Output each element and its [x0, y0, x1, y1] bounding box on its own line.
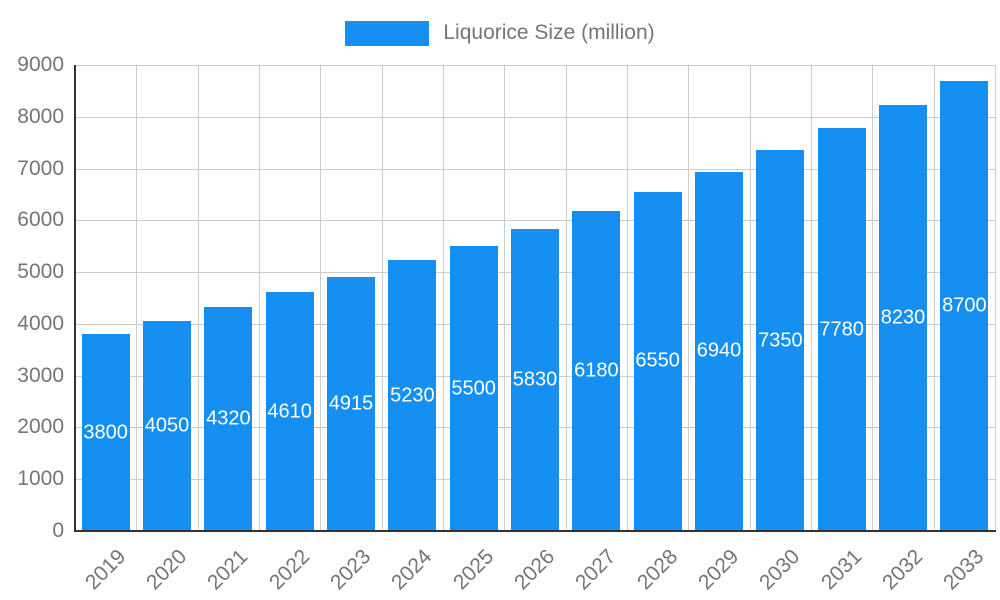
- h-gridline: [75, 168, 995, 170]
- bar-value-label: 4610: [267, 400, 312, 423]
- x-axis-tick-label: 2030: [755, 545, 805, 595]
- bar-2024[interactable]: [388, 260, 437, 531]
- bar-value-label: 4050: [144, 414, 190, 437]
- bar-value-label: 3800: [83, 421, 128, 444]
- bar-value-label: 7780: [819, 318, 864, 341]
- h-gridline: [75, 220, 995, 222]
- y-axis-tick-label: 9000: [17, 53, 64, 76]
- bar-value-label: 5830: [512, 368, 558, 391]
- x-axis-tick-label: 2026: [509, 545, 560, 595]
- bar-2021[interactable]: [204, 307, 253, 531]
- y-axis-tick-label: 2000: [17, 415, 64, 439]
- bar-2032[interactable]: [879, 104, 927, 531]
- bar-2027[interactable]: [572, 211, 621, 531]
- y-axis-tick-label: 4000: [17, 311, 64, 335]
- bar-2025[interactable]: [449, 246, 498, 531]
- x-axis-tick-label: 2023: [325, 545, 376, 595]
- y-axis-tick-label: 5000: [17, 260, 64, 284]
- v-gridline: [504, 65, 506, 531]
- y-axis-tick-label: 1000: [17, 467, 64, 491]
- x-axis-tick-label: 2027: [571, 545, 621, 595]
- v-gridline: [443, 65, 444, 531]
- v-gridline: [320, 65, 322, 531]
- bar-2020[interactable]: [143, 321, 191, 531]
- h-gridline: [75, 65, 995, 66]
- bar-value-label: 6550: [635, 349, 680, 372]
- y-axis-line: [74, 65, 76, 531]
- v-gridline: [259, 65, 260, 531]
- v-gridline: [565, 65, 567, 531]
- bar-value-label: 8700: [942, 294, 987, 317]
- bar-value-label: 7350: [758, 329, 803, 352]
- bar-value-label: 6940: [696, 339, 742, 362]
- bar-value-label: 4915: [328, 392, 374, 415]
- v-gridline: [933, 65, 935, 531]
- x-axis-tick-label: 2028: [632, 545, 682, 595]
- x-axis-tick-label: 2031: [816, 545, 866, 595]
- chart-legend: Liquorice Size (million): [0, 18, 1000, 48]
- bar-value-label: 5500: [451, 377, 496, 400]
- v-gridline: [688, 65, 690, 531]
- y-axis-tick-label: 6000: [17, 208, 64, 232]
- bar-value-label: 4320: [206, 407, 251, 430]
- v-gridline: [627, 65, 628, 531]
- x-axis-tick-label: 2021: [203, 545, 253, 595]
- v-gridline: [995, 65, 996, 531]
- bar-2026[interactable]: [511, 229, 559, 531]
- x-axis-tick-label: 2025: [448, 545, 498, 595]
- y-axis-tick-label: 3000: [17, 363, 64, 387]
- bar-2029[interactable]: [695, 171, 743, 531]
- x-axis-tick-label: 2033: [939, 545, 989, 595]
- bar-2022[interactable]: [265, 292, 314, 531]
- x-axis-tick-label: 2032: [877, 545, 928, 595]
- v-gridline: [811, 65, 812, 531]
- x-axis-line: [74, 530, 996, 532]
- bar-2030[interactable]: [756, 150, 805, 531]
- y-axis-tick-label: 7000: [17, 156, 64, 180]
- legend-label: Liquorice Size (million): [443, 21, 655, 44]
- v-gridline: [136, 65, 138, 531]
- v-gridline: [749, 65, 751, 531]
- bar-2031[interactable]: [817, 128, 866, 531]
- v-gridline: [381, 65, 383, 531]
- bar-value-label: 5230: [390, 384, 435, 407]
- plot-area: 3800 4050 4320 4610 4915 5230 5500 5830 6180 6550…: [74, 65, 996, 532]
- h-gridline: [75, 116, 995, 118]
- bar-2033[interactable]: [940, 80, 989, 531]
- bar-2023[interactable]: [327, 276, 375, 531]
- bar-2019[interactable]: [81, 334, 130, 531]
- x-axis-tick-label: 2029: [693, 545, 744, 595]
- x-axis-tick-label: 2019: [80, 545, 130, 595]
- y-axis-tick-label: 8000: [17, 104, 64, 128]
- x-axis-tick-label: 2022: [264, 545, 314, 595]
- legend-swatch-icon: [345, 20, 430, 46]
- x-axis-tick-label: 2020: [141, 545, 192, 595]
- v-gridline: [197, 65, 199, 531]
- bar-value-label: 6180: [574, 359, 619, 382]
- x-axis-tick-label: 2024: [387, 545, 437, 595]
- y-axis-tick-label: 0: [52, 519, 64, 542]
- bar-value-label: 8230: [880, 306, 926, 329]
- v-gridline: [872, 65, 874, 531]
- bar-2028[interactable]: [633, 191, 682, 531]
